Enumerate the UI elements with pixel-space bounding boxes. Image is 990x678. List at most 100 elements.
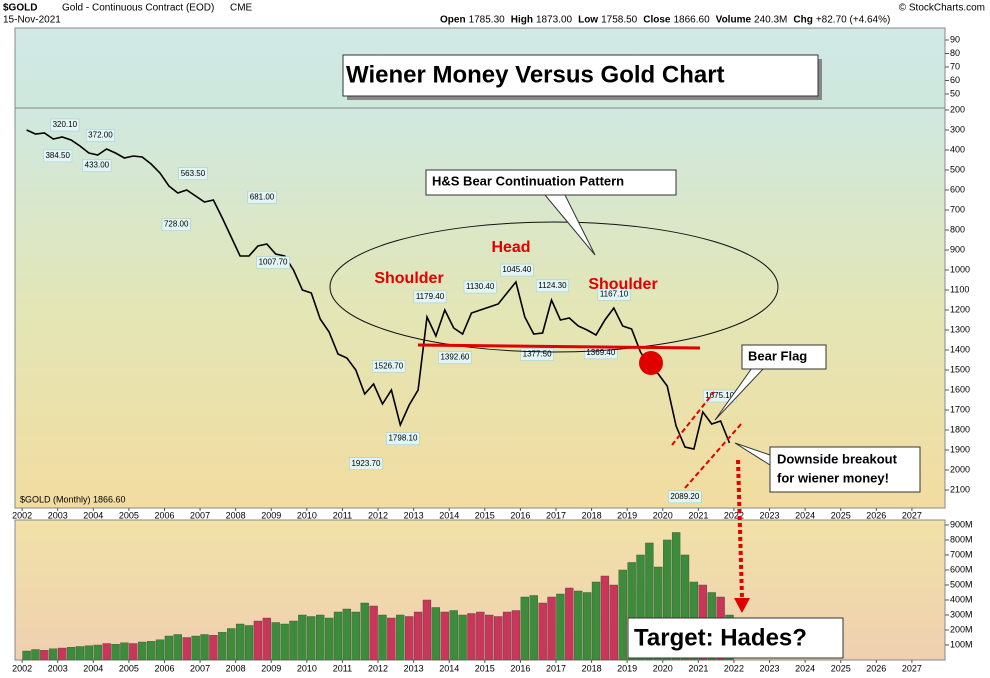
peak-label-text: 1045.40 xyxy=(502,265,531,274)
peak-label-box xyxy=(43,149,73,163)
head-label: Head xyxy=(491,239,530,256)
bear-flag-label: Bear Flag xyxy=(748,348,807,363)
peak-label: 1124.30 xyxy=(536,279,569,293)
y-tick-label: 700M xyxy=(950,549,973,559)
peak-label-text: 1167.10 xyxy=(600,290,629,299)
quote-value: 1785.30 xyxy=(469,15,506,26)
x-tick-label: 2023 xyxy=(760,510,780,520)
volume-bar xyxy=(396,614,405,661)
peak-label-box xyxy=(50,118,80,132)
volume-bar xyxy=(307,616,316,661)
y-tick-label: 60 xyxy=(950,75,960,85)
y-tick-label: 300 xyxy=(950,124,965,134)
peak-label: 1369.40 xyxy=(584,346,618,360)
y-tick-label: 2100 xyxy=(950,484,970,494)
quote-label: High xyxy=(511,15,533,26)
quote-label: Low xyxy=(578,15,598,26)
volume-bar xyxy=(360,602,369,661)
peak-label-box xyxy=(500,263,534,277)
x-tick-label: 2022 xyxy=(724,510,744,520)
x-tick-label: 2005 xyxy=(119,663,139,673)
peak-label-text: 1923.70 xyxy=(351,459,380,468)
pattern-ellipse xyxy=(329,221,779,353)
breakout-label: for wiener money! xyxy=(777,470,889,485)
peak-label: 1045.40 xyxy=(500,263,534,277)
peak-label: 1007.70 xyxy=(256,256,290,269)
x-tick-label: 2013 xyxy=(404,510,424,520)
volume-bar xyxy=(200,634,209,661)
x-tick-label: 2006 xyxy=(154,663,174,673)
peak-label-text: 563.50 xyxy=(181,169,206,178)
volume-bar xyxy=(547,596,556,661)
x-tick-label: 2010 xyxy=(297,663,317,673)
x-tick-label: 2002 xyxy=(12,510,32,520)
peak-label-box xyxy=(178,167,208,180)
pattern-label: H&S Bear Continuation Pattern xyxy=(432,173,624,188)
peak-label: 1179.40 xyxy=(413,290,447,304)
x-tick-label: 2020 xyxy=(653,663,673,673)
y-tick-label: 800M xyxy=(950,534,973,544)
peak-label: 1377.50 xyxy=(520,348,554,361)
volume-bar xyxy=(680,554,690,661)
title-box xyxy=(342,54,819,97)
x-tick-label: 2002 xyxy=(12,663,32,673)
y-tick-label: 800 xyxy=(950,224,965,234)
volume-bar xyxy=(458,614,467,661)
x-tick-label: 2005 xyxy=(119,510,139,520)
volume-bar xyxy=(565,587,574,661)
peak-label-box xyxy=(371,360,406,373)
y-tick-label: 90 xyxy=(950,34,960,44)
x-tick-label: 2014 xyxy=(439,663,459,673)
volume-bar xyxy=(146,641,156,661)
y-tick-label: 200 xyxy=(950,104,965,114)
peak-label: 1392.60 xyxy=(438,351,472,364)
volume-bar xyxy=(289,620,298,661)
y-tick-label: 900 xyxy=(950,244,965,254)
y-tick-label: 600 xyxy=(950,184,965,194)
y-tick-label: 200M xyxy=(950,624,973,634)
x-tick-label: 2007 xyxy=(190,663,210,673)
peak-label: 384.50 xyxy=(43,149,73,163)
y-tick-label: 1900 xyxy=(950,444,970,454)
volume-bar xyxy=(40,650,49,661)
volume-bar xyxy=(155,639,165,661)
x-tick-label: 2021 xyxy=(688,663,708,673)
quote-label: Volume xyxy=(716,15,752,26)
volume-bar xyxy=(654,566,663,661)
volume-bar xyxy=(618,569,627,661)
x-tick-label: 2027 xyxy=(902,663,922,673)
x-tick-label: 2013 xyxy=(404,663,424,673)
volume-bar xyxy=(66,647,76,661)
volume-bar xyxy=(529,595,538,661)
x-tick-label: 2009 xyxy=(261,510,281,520)
peak-label-box xyxy=(413,290,447,304)
volume-bar xyxy=(342,608,352,661)
y-tick-label: 900M xyxy=(950,519,973,529)
volume-bar xyxy=(227,628,236,661)
target-arrow xyxy=(736,459,744,599)
peak-label-text: 1526.70 xyxy=(374,361,403,370)
quote-label: Close xyxy=(643,15,671,26)
x-tick-label: 2009 xyxy=(261,663,281,673)
quote-value: +82.70 (+4.64%) xyxy=(816,15,891,26)
volume-bar xyxy=(102,643,111,661)
peak-label: 1923.70 xyxy=(349,457,383,470)
peak-label-box xyxy=(256,256,290,269)
quote-label: Open xyxy=(440,15,466,26)
peak-label-text: 728.00 xyxy=(164,220,189,229)
volume-bar xyxy=(520,596,529,661)
x-tick-label: 2007 xyxy=(190,510,210,520)
volume-bar xyxy=(209,635,218,661)
peak-label-text: 320.10 xyxy=(53,120,78,129)
x-tick-label: 2025 xyxy=(831,510,851,520)
peak-label: 372.00 xyxy=(85,129,115,142)
y-tick-label: 1300 xyxy=(950,324,970,334)
date: 15-Nov-2021 xyxy=(3,15,61,26)
peak-label-text: 1798.10 xyxy=(388,434,417,443)
volume-bar xyxy=(22,650,31,661)
peak-label: 1526.70 xyxy=(371,360,406,373)
description: Gold - Continuous Contract (EOD) xyxy=(62,3,214,14)
peak-label-text: 384.50 xyxy=(45,151,70,160)
volume-bar xyxy=(111,644,120,661)
